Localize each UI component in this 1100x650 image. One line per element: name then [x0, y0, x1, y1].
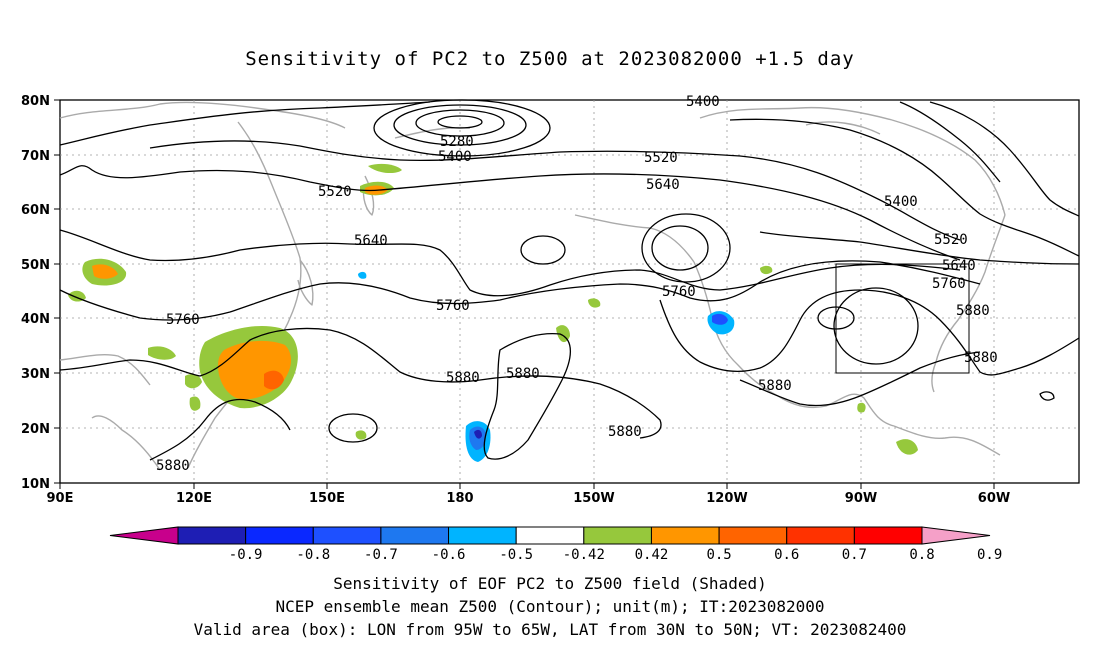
sensitivity-map: 5400 5280 5400 5520 5520 5640 5640 5760 …	[21, 94, 1080, 563]
contour-label: 5760	[932, 276, 966, 292]
footer-line-2: NCEP ensemble mean Z500 (Contour); unit(…	[275, 597, 825, 616]
contour-label: 5880	[506, 366, 540, 382]
contour-label: 5640	[942, 258, 976, 274]
colorbar-box	[583, 526, 652, 545]
lon-tick-label: 150W	[573, 491, 614, 506]
colorbar-box	[312, 526, 382, 545]
lon-tick-label: 120E	[176, 491, 212, 506]
colorbar-box	[650, 526, 720, 545]
footer-line-1: Sensitivity of EOF PC2 to Z500 field (Sh…	[333, 574, 767, 593]
contour-labels: 5400 5280 5400 5520 5520 5640 5640 5760 …	[156, 94, 998, 474]
contour-label: 5400	[438, 149, 472, 165]
colorbar-tick-label: -0.6	[432, 547, 466, 563]
contour-label: 5760	[436, 298, 470, 314]
colorbar-tick-label: 0.42	[635, 547, 669, 563]
footer-line-3: Valid area (box): LON from 95W to 65W, L…	[193, 620, 907, 639]
contour-label: 5520	[934, 232, 968, 248]
lat-tick-label: 70N	[21, 149, 50, 164]
contour-label: 5520	[644, 150, 678, 166]
lon-tick-label: 90W	[845, 491, 877, 506]
lon-tick-label: 120W	[706, 491, 747, 506]
colorbar-tick-label: 0.8	[909, 547, 934, 563]
contour-label: 5880	[608, 424, 642, 440]
z500-contours	[59, 99, 1080, 461]
contour-label: 5400	[686, 94, 720, 110]
colorbar-tick-label: -0.8	[296, 547, 330, 563]
lat-axis: 80N 70N 60N 50N 40N 30N 20N 10N	[21, 94, 60, 492]
colorbar-box	[718, 526, 788, 545]
colorbar-box	[448, 526, 517, 545]
contour-label: 5880	[956, 303, 990, 319]
sensitivity-shading	[68, 163, 918, 462]
contour-label: 5760	[166, 312, 200, 328]
lon-tick-label: 150E	[309, 491, 345, 506]
lon-tick-label: 90E	[47, 491, 74, 506]
contour-label: 5760	[662, 284, 696, 300]
colorbar-low-triangle	[109, 526, 179, 545]
colorbar-tick-label: -0.42	[563, 547, 605, 563]
lat-tick-label: 80N	[21, 94, 50, 109]
lat-tick-label: 30N	[21, 367, 50, 382]
map-frame	[59, 99, 1080, 484]
colorbar-box	[515, 526, 585, 545]
lon-tick-label: 60W	[978, 491, 1010, 506]
contour-label: 5280	[440, 134, 474, 150]
contour-label: 5640	[354, 233, 388, 249]
colorbar: -0.9 -0.8 -0.7 -0.6 -0.5 -0.42 0.42 0.5 0.6 0.7 0.…	[109, 526, 1002, 563]
colorbar-tick-label: -0.9	[229, 547, 263, 563]
colorbar-high-triangle	[921, 526, 991, 545]
colorbar-tick-label: 0.9	[977, 547, 1002, 563]
lon-tick-label: 180	[446, 491, 473, 506]
contour-label: 5520	[318, 184, 352, 200]
colorbar-tick-label: -0.5	[499, 547, 533, 563]
valid-area-box	[835, 263, 970, 374]
contour-label: 5640	[646, 177, 680, 193]
colorbar-box	[380, 526, 450, 545]
colorbar-box	[786, 526, 855, 545]
contour-label: 5400	[884, 194, 918, 210]
contour-label: 5880	[156, 458, 190, 474]
contour-label: 5880	[758, 378, 792, 394]
lat-tick-label: 20N	[21, 422, 50, 437]
colorbar-tick-label: -0.7	[364, 547, 398, 563]
contour-label: 5880	[964, 350, 998, 366]
contour-label: 5880	[446, 370, 480, 386]
lon-axis: 90E 120E 150E 180 150W 120W 90W 60W	[47, 483, 1010, 506]
lat-tick-label: 10N	[21, 477, 50, 492]
lat-tick-label: 50N	[21, 258, 50, 273]
lat-tick-label: 60N	[21, 203, 50, 218]
colorbar-box	[177, 526, 247, 545]
colorbar-tick-label: 0.7	[842, 547, 867, 563]
colorbar-tick-label: 0.5	[706, 547, 731, 563]
colorbar-tick-label: 0.6	[774, 547, 799, 563]
map-title: Sensitivity of PC2 to Z500 at 2023082000…	[245, 48, 855, 70]
colorbar-box	[245, 526, 314, 545]
colorbar-box	[853, 526, 923, 545]
lat-tick-label: 40N	[21, 312, 50, 327]
